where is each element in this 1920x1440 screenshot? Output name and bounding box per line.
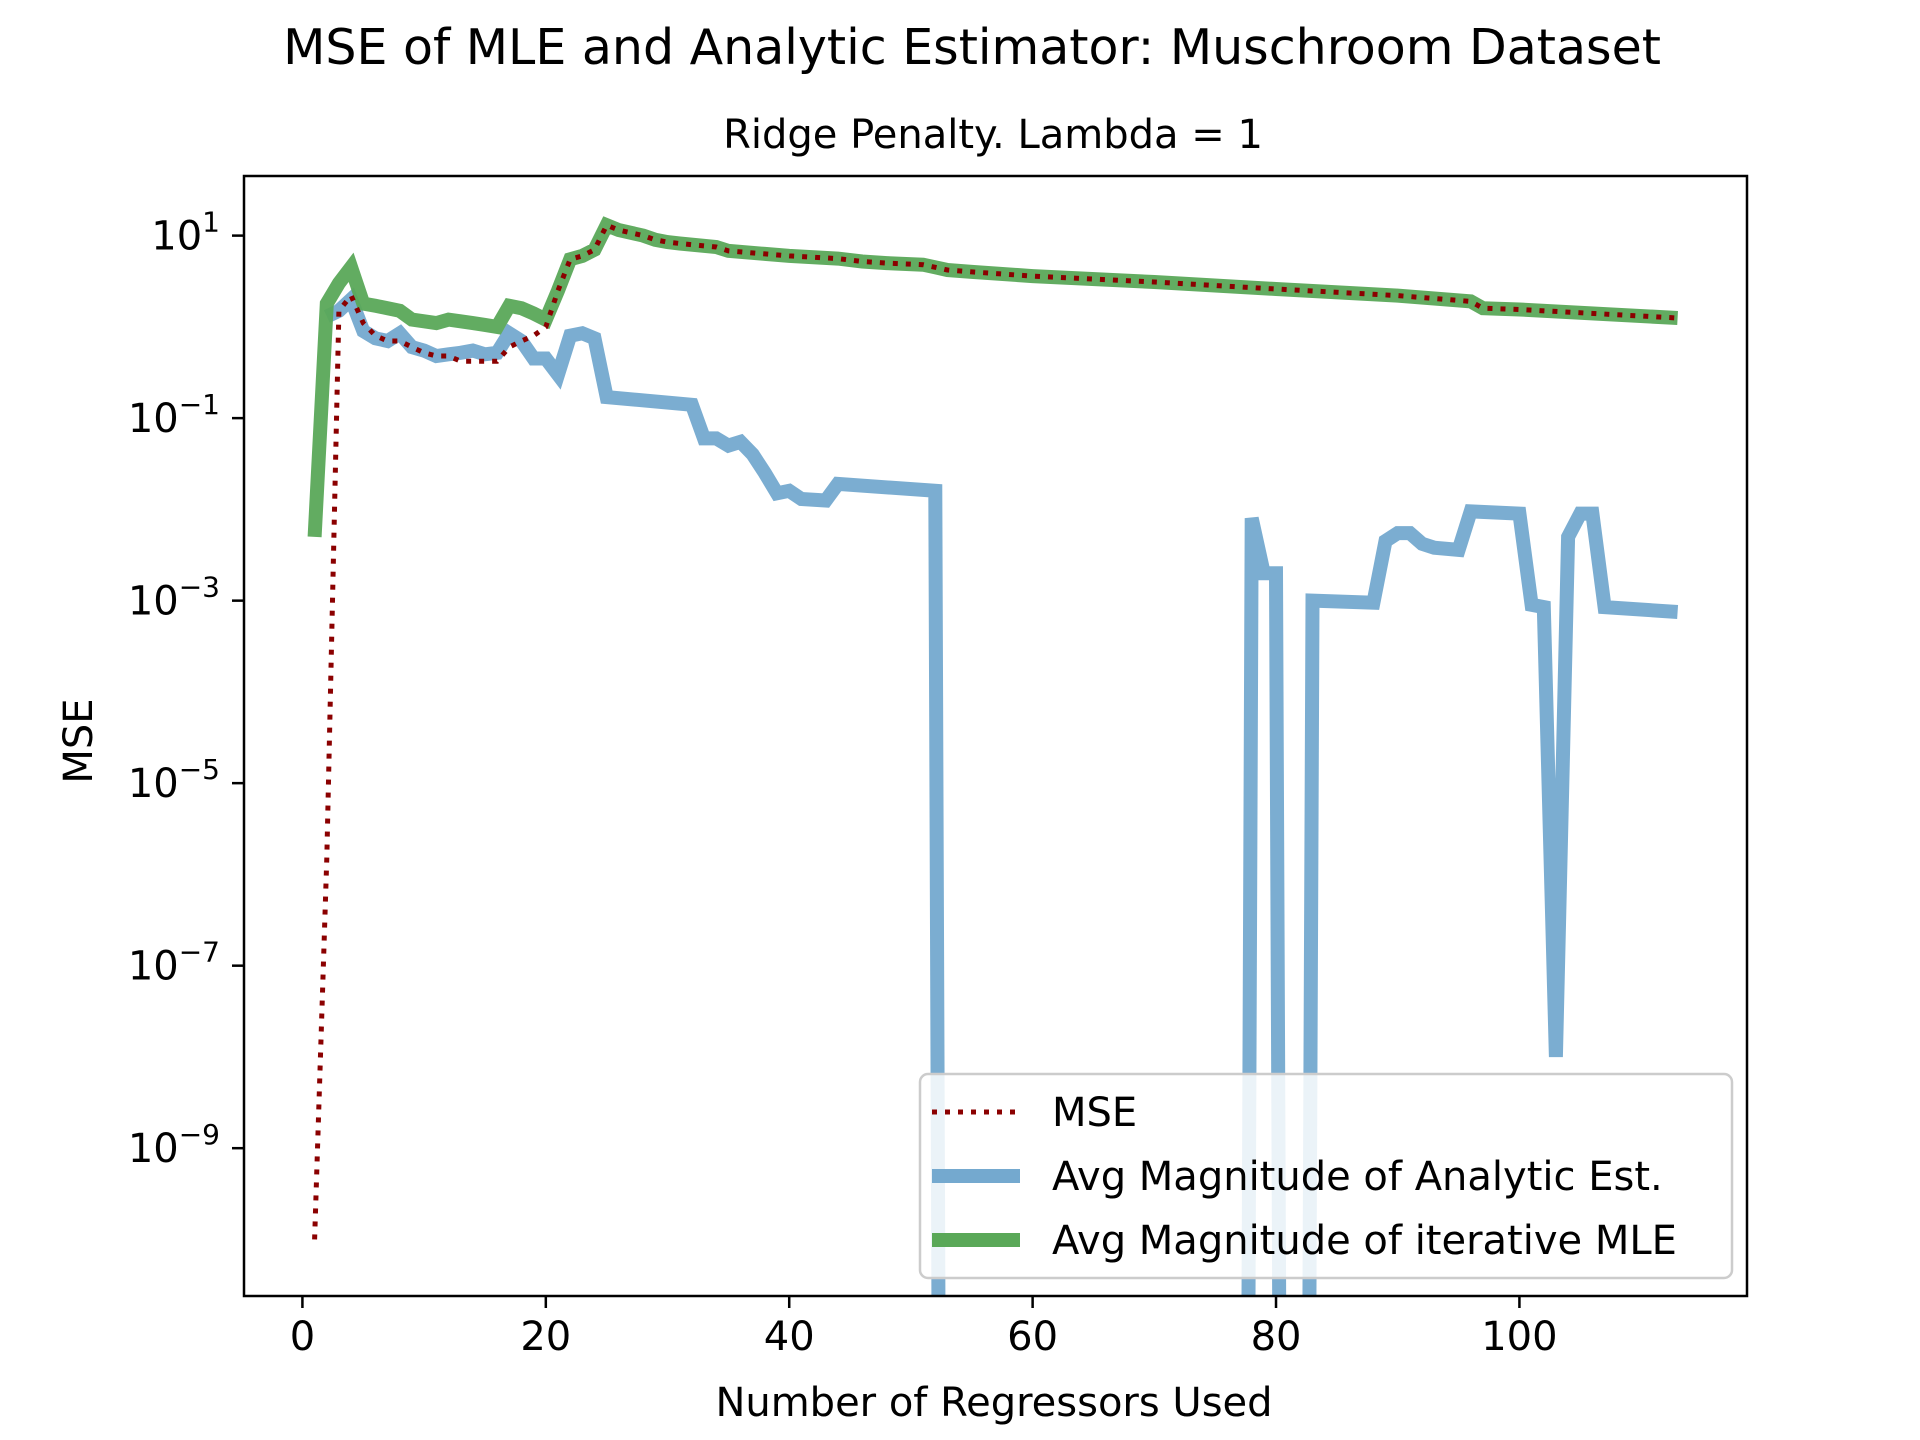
legend-label: Avg Magnitude of iterative MLE [1052,1218,1677,1264]
x-tick-label: 40 [764,1314,815,1360]
series-layer [307,216,1679,1296]
legend-label: Avg Magnitude of Analytic Est. [1052,1154,1663,1200]
x-tick-label: 100 [1481,1314,1557,1360]
plot-frame [242,174,1749,1298]
y-tick-label: 10−3 [128,571,220,625]
y-tick-label: 10−5 [128,753,220,807]
legend-label: MSE [1052,1090,1137,1136]
series-line-avg-magnitude-of-iterative-mle [307,216,1678,538]
series-line-avg-magnitude-of-analytic-est [323,287,1679,1296]
chart-subtitle: Ridge Penalty. Lambda = 1 [723,112,1263,158]
chart-title: MSE of MLE and Analytic Estimator: Musch… [283,19,1661,76]
x-axis: 0 20 40 60 80 100 [290,1296,1558,1360]
legend: MSE Avg Magnitude of Analytic Est. Avg Mag… [918,1072,1734,1280]
x-tick-label: 20 [520,1314,571,1360]
legend-box [918,1072,1734,1280]
y-tick-label: 10−7 [128,936,220,990]
series-line-mse [312,222,1678,1240]
y-tick-label: 10−1 [128,388,220,442]
y-axis: 101 10−1 10−3 10−5 10−7 10−9 [128,206,244,1172]
x-axis-label: Number of Regressors Used [715,1380,1272,1426]
y-tick-label: 10−9 [128,1118,220,1172]
x-tick-label: 80 [1251,1314,1302,1360]
y-axis-label: MSE [56,698,102,783]
y-tick-label: 101 [151,206,220,260]
x-tick-label: 0 [290,1314,315,1360]
x-tick-label: 60 [1007,1314,1058,1360]
